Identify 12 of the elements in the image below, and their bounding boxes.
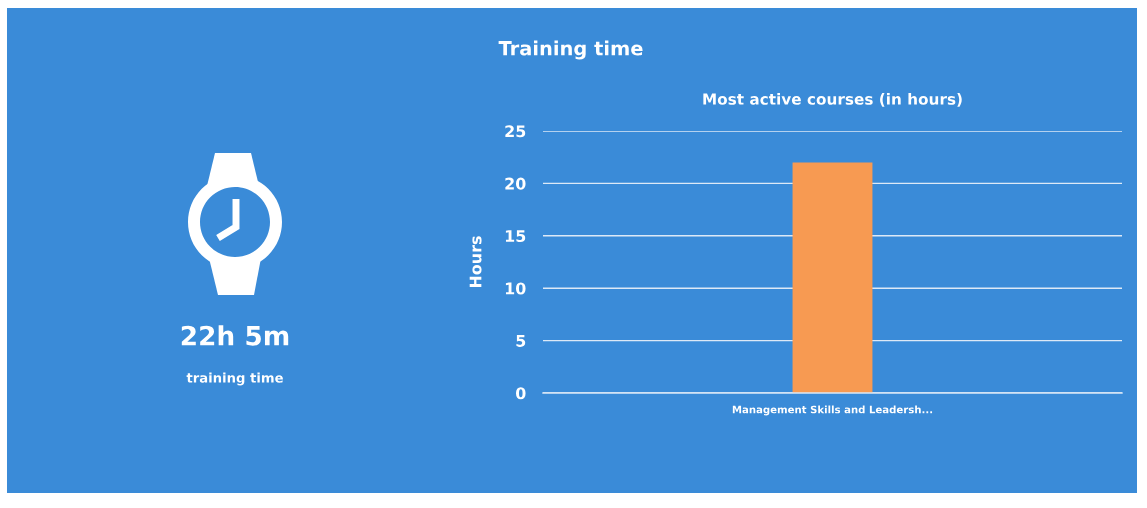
y-tick-label: 15 [505,230,526,243]
y-tick-label: 20 [505,177,526,190]
y-tick-label: 25 [505,125,526,138]
y-tick-label: 5 [516,335,526,347]
y-tick-label: 0 [515,387,526,400]
x-tick-label: Management Skills and Leadersh... [732,405,933,416]
text: Training time [498,40,643,60]
chart-title: Most active courses (in hours) [703,93,962,107]
text: 22h 5m [181,325,289,346]
y-axis-title: Hours [469,236,482,288]
text: training time [186,372,283,386]
y-tick-label: 10 [505,282,526,295]
